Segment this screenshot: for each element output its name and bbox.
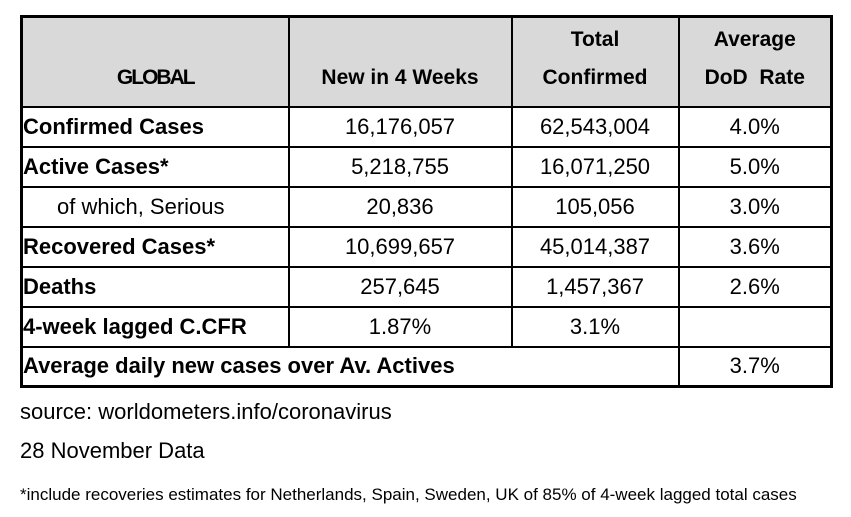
cell-new-in-4-weeks: 16,176,057: [287, 105, 513, 148]
table-row-summary: Average daily new cases over Av. Actives…: [20, 345, 833, 388]
source-line: source: worldometers.info/coronavirus: [20, 399, 392, 424]
row-label: Recovered Cases*: [20, 225, 290, 268]
global-stats-table: GLOBAL New in 4 Weeks Total Confirmed Av…: [20, 15, 833, 388]
cell-total-confirmed: 16,071,250: [510, 145, 680, 188]
cell-new-in-4-weeks: 1.87%: [287, 305, 513, 348]
cell-new-in-4-weeks: 5,218,755: [287, 145, 513, 188]
row-label: Active Cases*: [20, 145, 290, 188]
date-line: 28 November Data: [20, 438, 205, 463]
footnote-line: *include recoveries estimates for Nether…: [20, 485, 797, 504]
row-label: Deaths: [20, 265, 290, 308]
row-label: 4-week lagged C.CFR: [20, 305, 290, 348]
cell-total-confirmed: 62,543,004: [510, 105, 680, 148]
row-label: Confirmed Cases: [20, 105, 290, 148]
table-row-deaths: Deaths 257,645 1,457,367 2.6%: [20, 265, 833, 308]
col-header-line: New in 4 Weeks: [321, 65, 479, 89]
cell-avg-dod-rate: 3.6%: [677, 225, 833, 268]
row-label: of which, Serious: [20, 185, 290, 228]
global-covid-stats-page: GLOBAL New in 4 Weeks Total Confirmed Av…: [20, 15, 833, 504]
table-row-confirmed-cases: Confirmed Cases 16,176,057 62,543,004 4.…: [20, 105, 833, 148]
cell-total-confirmed: 1,457,367: [510, 265, 680, 308]
col-header-line: DoD Rate: [704, 65, 805, 89]
cell-total-confirmed: 3.1%: [510, 305, 680, 348]
header-row: GLOBAL New in 4 Weeks Total Confirmed Av…: [20, 15, 833, 108]
cell-avg-dod-rate: 3.0%: [677, 185, 833, 228]
col-header-line: Total: [570, 27, 620, 51]
table-row-recovered-cases: Recovered Cases* 10,699,657 45,014,387 3…: [20, 225, 833, 268]
table-title: GLOBAL: [20, 15, 290, 108]
table-row-4-week-lagged-ccfr: 4-week lagged C.CFR 1.87% 3.1%: [20, 305, 833, 348]
cell-total-confirmed: 45,014,387: [510, 225, 680, 268]
cell-total-confirmed: 105,056: [510, 185, 680, 228]
summary-label: Average daily new cases over Av. Actives: [20, 345, 680, 388]
cell-avg-dod-rate: 5.0%: [677, 145, 833, 188]
table-row-of-which-serious: of which, Serious 20,836 105,056 3.0%: [20, 185, 833, 228]
col-header-line: Average: [713, 27, 796, 51]
col-header-avg-dod-rate: Average DoD Rate: [677, 15, 833, 108]
cell-new-in-4-weeks: 257,645: [287, 265, 513, 308]
col-header-new-in-4-weeks: New in 4 Weeks: [287, 15, 513, 108]
col-header-total-confirmed: Total Confirmed: [510, 15, 680, 108]
col-header-line: Confirmed: [542, 65, 648, 89]
cell-new-in-4-weeks: 20,836: [287, 185, 513, 228]
cell-avg-dod-rate: 2.6%: [677, 265, 833, 308]
cell-avg-dod-rate: 4.0%: [677, 105, 833, 148]
table-row-active-cases: Active Cases* 5,218,755 16,071,250 5.0%: [20, 145, 833, 188]
cell-new-in-4-weeks: 10,699,657: [287, 225, 513, 268]
summary-value: 3.7%: [677, 345, 833, 388]
cell-avg-dod-rate-empty: [677, 305, 833, 348]
